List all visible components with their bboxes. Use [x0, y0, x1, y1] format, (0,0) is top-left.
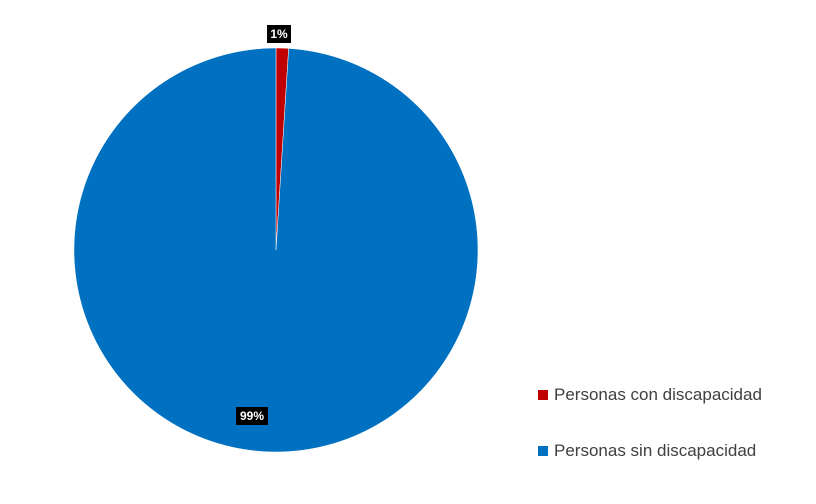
pie-data-labels: 1% 99% — [236, 25, 291, 425]
legend-item-sin-discapacidad: Personas sin discapacidad — [538, 438, 798, 464]
data-label-con-discapacidad-box — [267, 25, 291, 43]
data-label-sin-discapacidad-text: 99% — [240, 409, 264, 423]
data-label-sin-discapacidad: 99% — [236, 407, 268, 425]
legend-label-con-discapacidad: Personas con discapacidad — [554, 385, 762, 404]
legend-item-con-discapacidad: Personas con discapacidad — [538, 382, 798, 408]
data-label-sin-discapacidad-box — [236, 407, 268, 425]
pie-slice-sin-discapacidad — [73, 47, 479, 453]
legend-swatch-con-discapacidad — [538, 390, 548, 400]
data-label-con-discapacidad: 1% — [267, 25, 291, 43]
legend-label-sin-discapacidad: Personas sin discapacidad — [554, 441, 757, 460]
data-label-con-discapacidad-text: 1% — [270, 27, 288, 41]
pie-slices — [73, 47, 479, 453]
legend-swatch-sin-discapacidad — [538, 446, 548, 456]
legend: Personas con discapacidad Personas sin d… — [538, 382, 798, 494]
